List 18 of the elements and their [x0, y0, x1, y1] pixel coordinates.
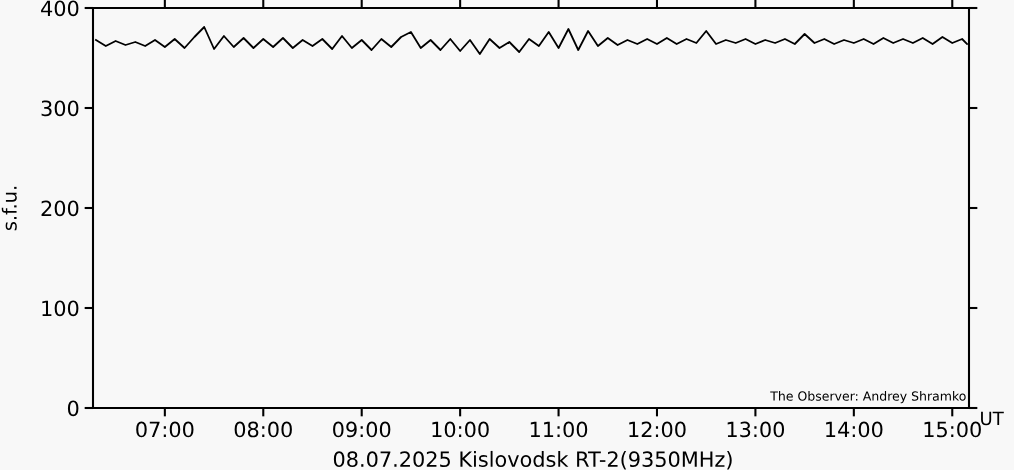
y-tick-label: 400 [41, 0, 79, 17]
x-axis-title: UT [981, 411, 1004, 426]
x-tick-label: 15:00 [924, 421, 981, 438]
x-tick-label: 12:00 [629, 421, 686, 438]
x-tick-label: 09:00 [333, 421, 391, 438]
x-tick-label: 11:00 [530, 421, 588, 438]
y-tick-label: 200 [41, 200, 79, 217]
y-tick-label: 300 [41, 100, 79, 117]
text: 08.07.2025 Kislovodsk RT-2(9350MHz) [333, 450, 732, 470]
x-tick-label: 14:00 [826, 421, 883, 438]
x-tick-label: 07:00 [136, 421, 194, 438]
x-tick-label: 13:00 [727, 421, 785, 438]
y-tick-label: 0 [67, 400, 79, 417]
x-tick-label: 08:00 [234, 421, 292, 438]
y-axis-title: s.f.u. [1, 186, 17, 231]
annotation: The Observer: Andrey Shramko [770, 391, 966, 404]
y-tick-label: 100 [42, 300, 79, 317]
x-tick-label: 10:00 [432, 421, 489, 438]
